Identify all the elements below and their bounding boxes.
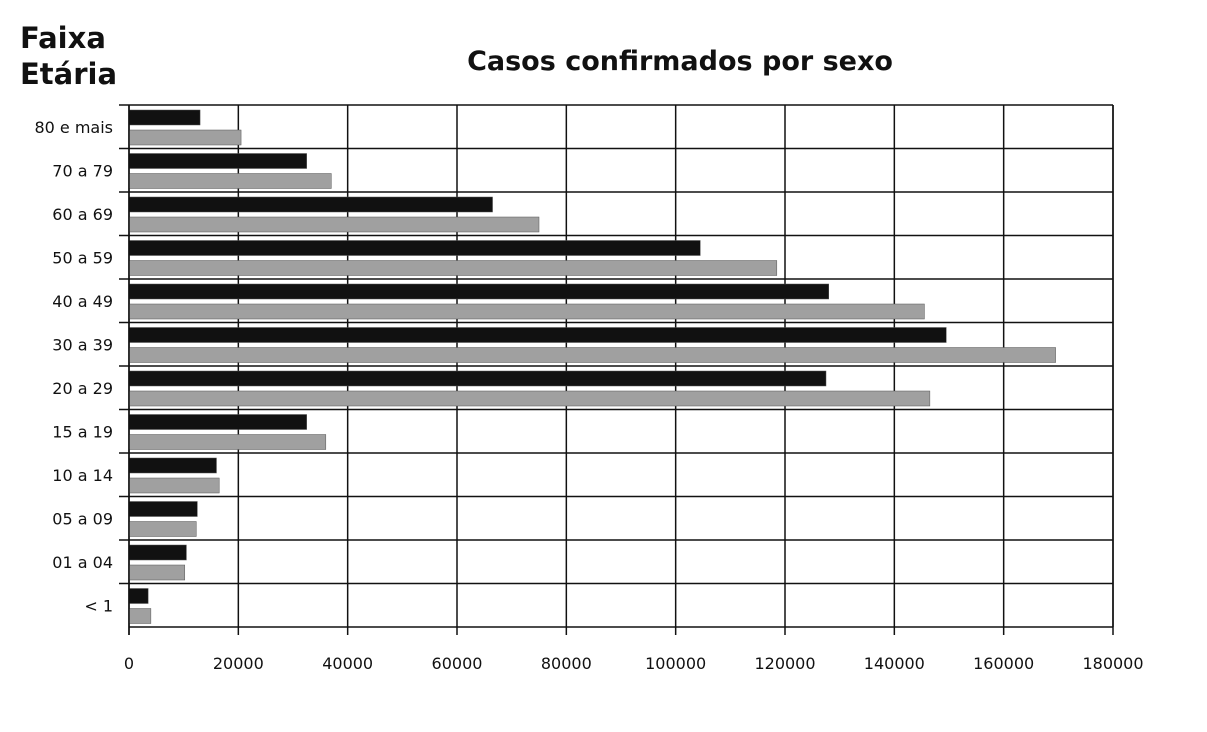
x-tick-label: 40000: [322, 654, 373, 673]
category-label: 50 a 59: [52, 248, 113, 267]
bar: [128, 240, 701, 256]
bar: [128, 521, 197, 537]
chart-title: Casos confirmados por sexo: [467, 46, 893, 77]
bar: [128, 414, 307, 430]
x-tick-labels: 0 20000 40000 60000 80000 100000 120000 140000 1…: [124, 654, 1144, 673]
x-tick-label: 60000: [432, 654, 483, 673]
bar: [128, 196, 493, 213]
category-labels: 80 e mais 70 a 79 60 a 69 50 a 59 40 a 49 30 …: [34, 118, 113, 616]
bar: [128, 390, 931, 407]
bar: [128, 303, 925, 320]
bar: [128, 129, 242, 146]
category-label: 30 a 39: [52, 335, 113, 354]
x-tick-label: 140000: [864, 654, 925, 673]
category-label: 80 e mais: [34, 118, 113, 137]
bar: [128, 109, 201, 126]
x-tick-label: 0: [124, 654, 134, 673]
grid-lines: [119, 104, 1114, 635]
bar: [128, 544, 187, 561]
bar: [128, 457, 217, 474]
x-tick-label: 20000: [213, 654, 264, 673]
category-label: 60 a 69: [52, 205, 113, 224]
bar: [128, 608, 152, 624]
bar: [128, 347, 1056, 363]
bar: [128, 153, 307, 169]
category-label: 70 a 79: [52, 161, 113, 180]
plot-frame: [128, 105, 1114, 635]
category-label: 10 a 14: [52, 466, 113, 485]
bar: [128, 434, 327, 450]
bar: [128, 564, 186, 581]
category-label: < 1: [84, 596, 113, 615]
x-tick-label: 120000: [754, 654, 815, 673]
bar: [128, 477, 220, 494]
x-tick-label: 180000: [1082, 654, 1143, 673]
bar: [128, 327, 947, 343]
category-label: 01 a 04: [52, 553, 113, 572]
category-label: 40 a 49: [52, 292, 113, 311]
x-tick-label: 100000: [645, 654, 706, 673]
x-tick-label: 160000: [973, 654, 1034, 673]
bar: [128, 216, 540, 233]
bar: [128, 260, 778, 276]
category-label: 15 a 19: [52, 422, 113, 441]
category-label: 05 a 09: [52, 509, 113, 528]
bar: [128, 173, 332, 189]
bar: [128, 588, 149, 604]
bar: [128, 370, 827, 387]
x-tick-label: 80000: [541, 654, 592, 673]
category-label: 20 a 29: [52, 379, 113, 398]
bar: [128, 283, 829, 300]
y-axis-title: Faixa Etária: [20, 21, 118, 91]
bar: [128, 501, 198, 517]
bars: [128, 109, 1056, 624]
